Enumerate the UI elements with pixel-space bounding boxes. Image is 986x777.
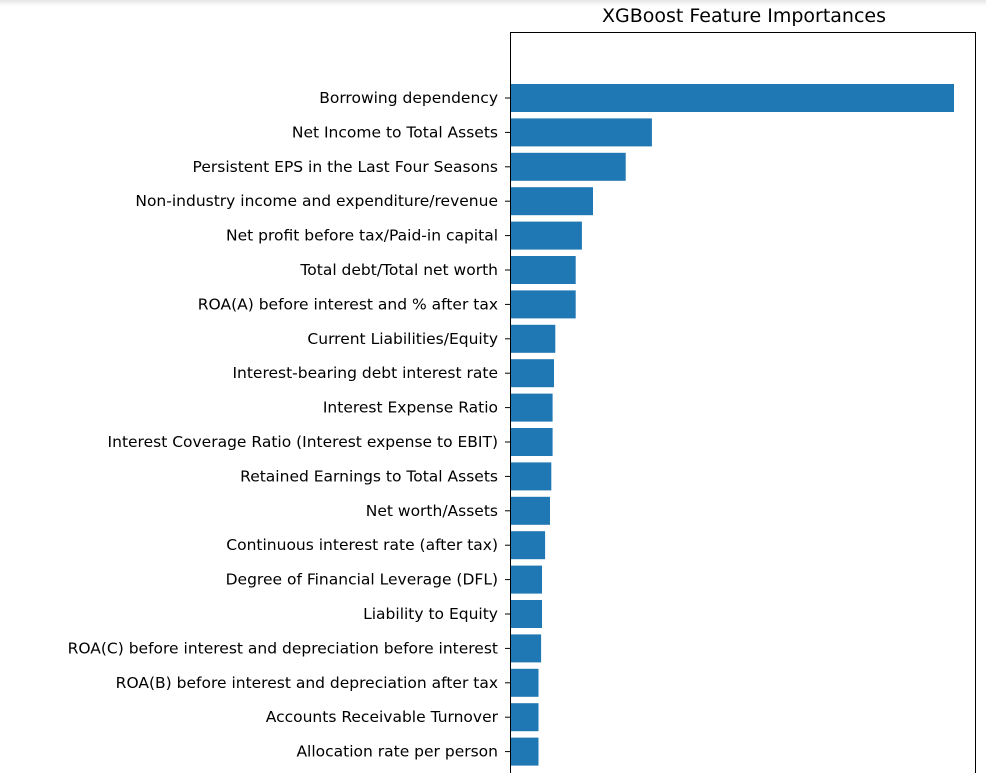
y-tick-label-17: ROA(B) before interest and depreciation … xyxy=(116,674,498,692)
y-tick-label-1: Net Income to Total Assets xyxy=(292,123,498,141)
y-tick-label-7: Current Liabilities/Equity xyxy=(307,330,498,348)
bar-15 xyxy=(511,600,542,628)
y-tick-label-19: Allocation rate per person xyxy=(296,743,498,761)
window-top-shadow xyxy=(0,0,986,6)
chart-title: XGBoost Feature Importances xyxy=(602,5,886,27)
y-tick-label-18: Accounts Receivable Turnover xyxy=(266,708,499,726)
bar-12 xyxy=(511,496,550,525)
bar-18 xyxy=(511,703,539,732)
y-tick-label-5: Total debt/Total net worth xyxy=(299,261,498,279)
y-tick-label-8: Interest-bearing debt interest rate xyxy=(232,364,498,382)
y-tick-label-11: Retained Earnings to Total Assets xyxy=(240,467,498,485)
bar-19 xyxy=(511,737,539,766)
bar-14 xyxy=(511,565,542,594)
y-tick-label-14: Degree of Financial Leverage (DFL) xyxy=(226,571,498,589)
bars-group xyxy=(511,84,954,766)
bar-8 xyxy=(511,359,554,388)
y-tick-label-3: Non-industry income and expenditure/reve… xyxy=(135,192,498,210)
bar-4 xyxy=(511,221,582,250)
y-tick-label-13: Continuous interest rate (after tax) xyxy=(226,536,498,554)
y-tick-label-9: Interest Expense Ratio xyxy=(323,399,498,417)
bar-9 xyxy=(511,393,553,422)
bar-13 xyxy=(511,531,546,560)
bar-3 xyxy=(511,187,593,216)
bar-11 xyxy=(511,462,552,491)
y-tick-label-15: Liability to Equity xyxy=(363,605,498,623)
bar-0 xyxy=(511,84,954,112)
bar-5 xyxy=(511,256,576,284)
y-tick-label-6: ROA(A) before interest and % after tax xyxy=(198,295,498,313)
y-tick-label-12: Net worth/Assets xyxy=(366,502,498,520)
bar-6 xyxy=(511,290,576,319)
y-tick-label-4: Net profit before tax/Paid-in capital xyxy=(226,227,498,245)
y-tick-label-16: ROA(C) before interest and depreciation … xyxy=(68,639,498,657)
y-tick-label-0: Borrowing dependency xyxy=(319,89,498,107)
y-tick-label-10: Interest Coverage Ratio (Interest expens… xyxy=(108,433,498,451)
bar-7 xyxy=(511,324,556,353)
bar-17 xyxy=(511,668,539,697)
bar-16 xyxy=(511,634,542,663)
y-tick-label-2: Persistent EPS in the Last Four Seasons xyxy=(193,158,498,176)
plot-frame xyxy=(510,32,976,777)
tick-labels-group: Borrowing dependency Net Income to Total … xyxy=(68,89,511,761)
bar-1 xyxy=(511,118,652,147)
bar-2 xyxy=(511,152,626,181)
bar-10 xyxy=(511,428,553,456)
